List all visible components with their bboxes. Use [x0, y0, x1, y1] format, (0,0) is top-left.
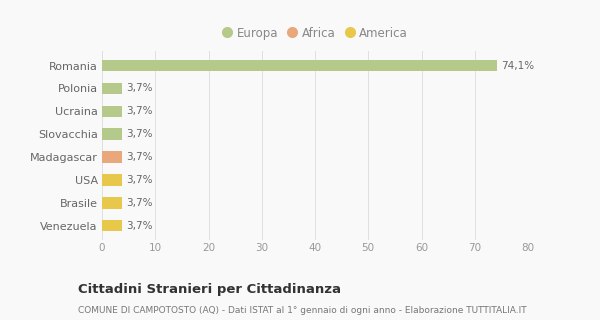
Bar	[102, 128, 122, 140]
Text: 3,7%: 3,7%	[126, 84, 152, 93]
Bar	[102, 151, 122, 163]
Legend: Europa, Africa, America: Europa, Africa, America	[219, 23, 411, 43]
Bar	[102, 83, 122, 94]
Bar	[102, 60, 497, 71]
Text: 74,1%: 74,1%	[501, 60, 534, 70]
Text: 3,7%: 3,7%	[126, 129, 152, 139]
Bar	[102, 106, 122, 117]
Text: 3,7%: 3,7%	[126, 221, 152, 231]
Bar	[102, 197, 122, 209]
Text: 3,7%: 3,7%	[126, 175, 152, 185]
Bar	[102, 174, 122, 186]
Bar	[102, 220, 122, 231]
Text: 3,7%: 3,7%	[126, 198, 152, 208]
Text: Cittadini Stranieri per Cittadinanza: Cittadini Stranieri per Cittadinanza	[78, 283, 341, 296]
Text: 3,7%: 3,7%	[126, 152, 152, 162]
Text: 3,7%: 3,7%	[126, 106, 152, 116]
Text: COMUNE DI CAMPOTOSTO (AQ) - Dati ISTAT al 1° gennaio di ogni anno - Elaborazione: COMUNE DI CAMPOTOSTO (AQ) - Dati ISTAT a…	[78, 306, 527, 315]
